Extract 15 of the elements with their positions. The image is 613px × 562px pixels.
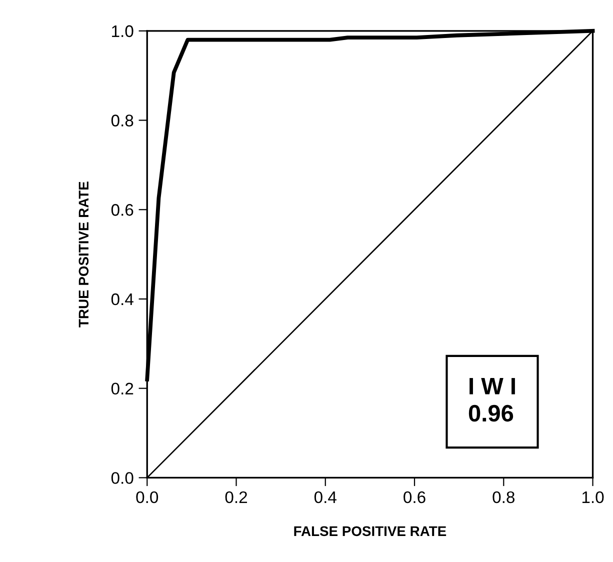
x-tick-label: 0.6 [404,491,426,504]
x-axis-title: FALSE POSITIVE RATE [294,526,446,536]
annotation: I W I 0.96 [468,378,515,422]
y-tick-label: 1.0 [112,25,134,38]
y-tick-label: 0.2 [111,382,134,395]
x-tick-label: 1.0 [582,491,604,504]
y-tick-label: 0.4 [111,293,134,306]
y-axis-title: TRUE POSITIVE RATE [78,182,89,328]
y-tick-label: 0.6 [111,204,134,216]
x-tick-label: 0.4 [314,491,336,504]
y-tick-label: 0.8 [111,114,134,126]
x-tick-label: 0.8 [492,491,514,504]
x-tick-label: 0.0 [136,491,158,504]
y-tick-label: 0.0 [111,472,134,484]
x-tick-label: 0.2 [225,491,247,504]
